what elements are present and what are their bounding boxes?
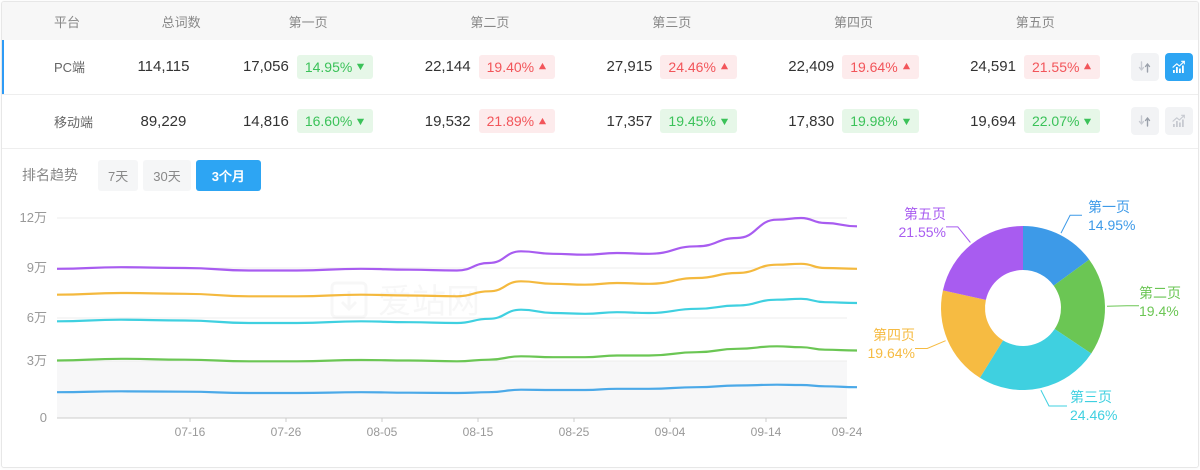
svg-text:21.55%: 21.55% [899,224,946,240]
svg-text:07-16: 07-16 [175,425,206,439]
svg-text:第一页: 第一页 [1088,199,1130,215]
svg-text:6万: 6万 [27,310,47,325]
svg-text:07-26: 07-26 [271,425,302,439]
svg-text:3万: 3万 [27,353,47,368]
svg-text:08-05: 08-05 [367,425,398,439]
svg-text:24.46%: 24.46% [1070,407,1117,423]
svg-text:08-15: 08-15 [463,425,494,439]
svg-text:19.64%: 19.64% [868,345,915,361]
svg-text:12万: 12万 [20,210,47,225]
svg-text:0: 0 [40,410,47,425]
svg-text:第三页: 第三页 [1070,389,1112,405]
svg-text:08-25: 08-25 [559,425,590,439]
svg-text:19.4%: 19.4% [1139,303,1179,319]
svg-text:第四页: 第四页 [873,327,915,343]
svg-text:09-04: 09-04 [655,425,686,439]
svg-text:9万: 9万 [27,260,47,275]
svg-text:09-24: 09-24 [832,425,862,439]
svg-text:第二页: 第二页 [1139,285,1181,301]
svg-text:09-14: 09-14 [751,425,782,439]
svg-text:14.95%: 14.95% [1088,217,1135,233]
svg-text:第五页: 第五页 [904,206,946,222]
svg-text:爱站网: 爱站网 [378,283,480,321]
